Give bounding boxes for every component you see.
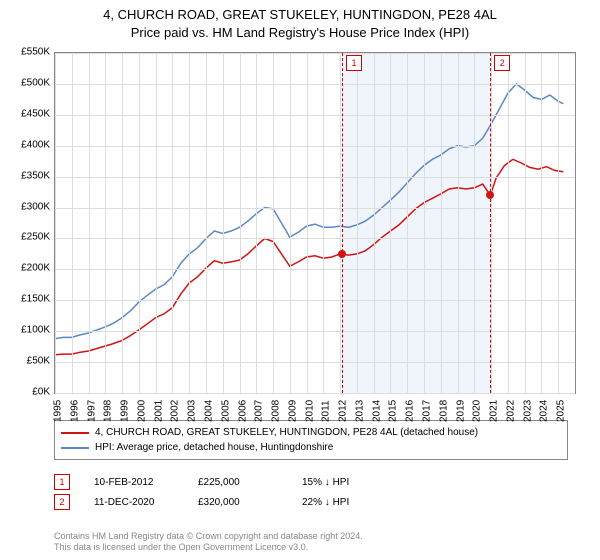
sale-date: 11-DEC-2020: [94, 497, 174, 508]
x-axis-label: 2024: [539, 400, 550, 422]
x-axis-label: 2022: [505, 400, 516, 422]
x-axis-label: 2011: [321, 400, 332, 422]
sale-marker-dot: [486, 191, 494, 199]
x-axis-label: 2005: [220, 400, 231, 422]
x-axis-label: 2014: [371, 400, 382, 422]
legend-label-1: 4, CHURCH ROAD, GREAT STUKELEY, HUNTINGD…: [95, 425, 478, 440]
sale-delta: 22% ↓ HPI: [302, 497, 382, 508]
sale-marker-dot: [338, 250, 346, 258]
x-axis-label: 2018: [438, 400, 449, 422]
footer-line1: Contains HM Land Registry data © Crown c…: [54, 531, 363, 543]
sale-row: 2 11-DEC-2020 £320,000 22% ↓ HPI: [54, 494, 382, 510]
x-axis-label: 2008: [271, 400, 282, 422]
y-axis-label: £250K: [4, 232, 50, 243]
x-axis-label: 2021: [489, 400, 500, 422]
x-axis-label: 2013: [354, 400, 365, 422]
x-axis-label: 2020: [472, 400, 483, 422]
x-axis-label: 1996: [69, 400, 80, 422]
chart-plot-area: 12: [54, 52, 576, 394]
title-line1: 4, CHURCH ROAD, GREAT STUKELEY, HUNTINGD…: [0, 6, 600, 24]
chart-footer: Contains HM Land Registry data © Crown c…: [54, 531, 363, 554]
x-axis-label: 2010: [304, 400, 315, 422]
chart-legend: 4, CHURCH ROAD, GREAT STUKELEY, HUNTINGD…: [54, 420, 568, 460]
y-axis-label: £450K: [4, 108, 50, 119]
sale-index: 2: [54, 494, 70, 510]
x-axis-label: 1999: [120, 400, 131, 422]
sale-price: £225,000: [198, 477, 278, 488]
y-axis-label: £350K: [4, 170, 50, 181]
legend-row-2: HPI: Average price, detached house, Hunt…: [61, 440, 561, 455]
legend-row-1: 4, CHURCH ROAD, GREAT STUKELEY, HUNTINGD…: [61, 425, 561, 440]
x-axis-label: 2002: [170, 400, 181, 422]
x-axis-label: 2004: [203, 400, 214, 422]
x-axis-label: 2006: [237, 400, 248, 422]
x-axis-label: 2023: [522, 400, 533, 422]
sales-table: 1 10-FEB-2012 £225,000 15% ↓ HPI 2 11-DEC-202…: [54, 474, 382, 514]
x-axis-label: 2025: [556, 400, 567, 422]
legend-swatch-2: [61, 447, 89, 449]
y-axis-label: £150K: [4, 294, 50, 305]
y-axis-label: £100K: [4, 325, 50, 336]
sale-marker-box: 2: [494, 55, 510, 71]
y-axis-label: £500K: [4, 77, 50, 88]
sale-price: £320,000: [198, 497, 278, 508]
x-axis-label: 2017: [422, 400, 433, 422]
sale-delta: 15% ↓ HPI: [302, 477, 382, 488]
y-axis-label: £550K: [4, 47, 50, 58]
y-axis-label: £50K: [4, 356, 50, 367]
x-axis-label: 2000: [136, 400, 147, 422]
y-axis-label: £300K: [4, 201, 50, 212]
sale-row: 1 10-FEB-2012 £225,000 15% ↓ HPI: [54, 474, 382, 490]
legend-label-2: HPI: Average price, detached house, Hunt…: [95, 440, 333, 455]
x-axis-label: 2015: [388, 400, 399, 422]
legend-swatch-1: [61, 432, 89, 434]
x-axis-label: 2007: [254, 400, 265, 422]
sale-marker-box: 1: [346, 55, 362, 71]
x-axis-label: 2016: [405, 400, 416, 422]
x-axis-label: 1997: [86, 400, 97, 422]
chart-title: 4, CHURCH ROAD, GREAT STUKELEY, HUNTINGD…: [0, 0, 600, 41]
chart-lines: [55, 53, 575, 393]
title-line2: Price paid vs. HM Land Registry's House …: [0, 24, 600, 42]
x-axis-label: 2003: [187, 400, 198, 422]
footer-line2: This data is licensed under the Open Gov…: [54, 542, 363, 554]
sale-date: 10-FEB-2012: [94, 477, 174, 488]
y-axis-label: £200K: [4, 263, 50, 274]
x-axis-label: 1998: [103, 400, 114, 422]
x-axis-label: 1995: [53, 400, 64, 422]
y-axis-label: £400K: [4, 139, 50, 150]
x-axis-label: 2001: [153, 400, 164, 422]
x-axis-label: 2012: [338, 400, 349, 422]
x-axis-label: 2019: [455, 400, 466, 422]
sale-index: 1: [54, 474, 70, 490]
y-axis-label: £0K: [4, 387, 50, 398]
x-axis-label: 2009: [287, 400, 298, 422]
